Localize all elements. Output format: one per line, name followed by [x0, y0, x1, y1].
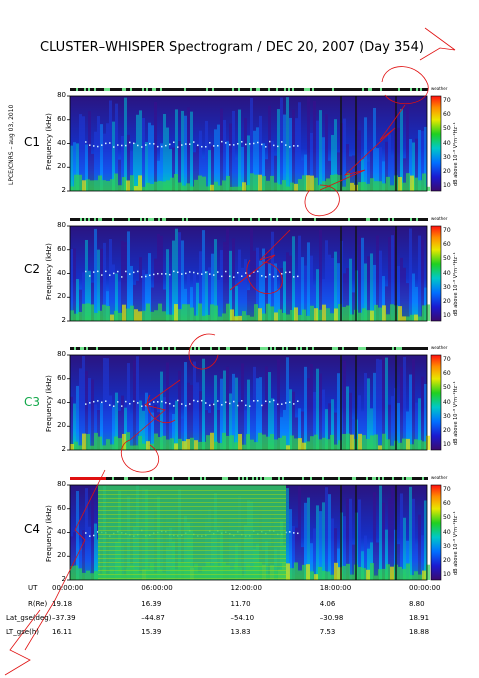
ut-value: 18:00:00	[319, 584, 352, 592]
colorbar-tick: 30	[443, 153, 451, 161]
c4-green-block	[98, 485, 286, 580]
panel-label-c1: C1	[24, 135, 41, 149]
colorbar-tick: 60	[443, 370, 451, 378]
colorbar-label: dB above 10⁻⁸ V²m⁻²Hz⁻¹	[453, 252, 459, 316]
lat-gse-label: Lat_gse(deg)	[6, 614, 52, 622]
colorbar-tick: 70	[443, 486, 451, 493]
chart-title: CLUSTER–WHISPER Spectrogram / DEC 20, 20…	[40, 40, 424, 55]
colorbar-tick: 10	[443, 312, 451, 319]
colorbar-label: dB above 10⁻⁸ V²m⁻²Hz⁻¹	[453, 122, 459, 186]
lt-gse-value: 16.11	[52, 628, 73, 636]
ytick-label: 80	[57, 480, 66, 488]
red-annotation-scribbles	[4, 27, 456, 676]
colorbar-tick: 30	[443, 283, 451, 291]
ytick-label: 40	[57, 268, 66, 277]
ytick-label: 20	[57, 162, 66, 171]
r-re-label: R(Re)	[28, 600, 48, 608]
lat-gse-value: 18.91	[409, 614, 430, 622]
ytick-label: 20	[57, 292, 66, 301]
colorbar	[430, 95, 442, 192]
spectrogram-panel-c3	[67, 347, 442, 451]
colorbar-label: dB above 10⁻⁸ V²m⁻²Hz⁻¹	[453, 381, 459, 445]
colorbar-tick: 20	[443, 167, 451, 175]
colorbar-tick: 40	[443, 528, 451, 536]
ut-value: 06:00:00	[141, 584, 173, 592]
r-re-value: 8.80	[409, 600, 425, 608]
ytick-label: 2	[61, 575, 66, 583]
colorbar-tick: 30	[443, 542, 451, 550]
ytick-label: 80	[57, 91, 66, 99]
ytick-label: 2	[61, 186, 66, 194]
ytick-label: 40	[57, 527, 66, 536]
colorbar-tick: 40	[443, 139, 451, 147]
ut-value: 12:00:00	[230, 584, 262, 592]
colorbar-tick: 40	[443, 398, 451, 406]
colorbar-label: dB above 10⁻⁸ V²m⁻²Hz⁻¹	[453, 511, 459, 575]
ut-value: 00:00:00	[409, 584, 441, 592]
weather-label: weather	[431, 86, 448, 91]
colorbar-tick: 60	[443, 241, 451, 249]
colorbar-tick: 70	[443, 227, 451, 234]
colorbar-tick: 60	[443, 111, 451, 119]
lt-gse-value: 13.83	[230, 628, 251, 636]
colorbar-tick: 40	[443, 269, 451, 277]
panel-label-c3: C3	[24, 395, 41, 409]
ytick-label: 2	[61, 445, 66, 453]
colorbar-tick: 70	[443, 356, 451, 363]
colorbar	[430, 354, 442, 451]
ut-label: UT	[28, 584, 38, 592]
lat-gse-value: –44.87	[141, 614, 165, 622]
colorbar-tick: 20	[443, 426, 451, 434]
ytick-label: 60	[57, 373, 66, 382]
r-re-value: 11.70	[230, 600, 251, 608]
lat-gse-value: –54.10	[230, 614, 255, 622]
ytick-label: 40	[57, 138, 66, 147]
lat-gse-value: –37.39	[52, 614, 76, 622]
lt-gse-value: 15.39	[141, 628, 162, 636]
colorbar-tick: 10	[443, 571, 451, 578]
panel-label-c2: C2	[24, 262, 41, 276]
ytick-label: 60	[57, 114, 66, 123]
lt-gse-value: 7.53	[319, 628, 336, 636]
lat-gse-value: –30.98	[319, 614, 344, 622]
ytick-label: 60	[57, 244, 66, 253]
panel-label-c4: C4	[24, 522, 41, 536]
ytick-label: 40	[57, 397, 66, 406]
colorbar-tick: 60	[443, 500, 451, 508]
weather-label: weather	[431, 475, 448, 480]
spectrogram-panel-c2	[67, 218, 442, 322]
colorbar-tick: 20	[443, 297, 451, 305]
ytick-label: 20	[57, 421, 66, 430]
colorbar-tick: 50	[443, 125, 451, 133]
weather-label: weather	[431, 216, 448, 221]
spectrogram-panel-c1	[67, 88, 442, 192]
colorbar	[430, 484, 442, 581]
lt-gse-label: LT_gse(h)	[6, 628, 40, 636]
ytick-label: 20	[57, 551, 66, 560]
ytick-label: 60	[57, 503, 66, 512]
ytick-label: 2	[61, 316, 66, 324]
ut-value: 00:00:00	[52, 584, 84, 592]
lt-gse-value: 18.88	[409, 628, 430, 636]
spectrogram-panel-c4	[67, 477, 442, 581]
colorbar-tick: 50	[443, 384, 451, 392]
colorbar	[430, 225, 442, 322]
colorbar-tick: 30	[443, 412, 451, 420]
colorbar-tick: 10	[443, 182, 451, 189]
weather-label: weather	[431, 345, 448, 350]
r-re-value: 19.18	[52, 600, 73, 608]
colorbar-tick: 10	[443, 441, 451, 448]
colorbar-tick: 70	[443, 97, 451, 104]
ytick-label: 80	[57, 350, 66, 358]
colorbar-tick: 20	[443, 556, 451, 564]
colorbar-tick: 50	[443, 255, 451, 263]
colorbar-tick: 50	[443, 514, 451, 522]
r-re-value: 4.06	[319, 600, 336, 608]
r-re-value: 16.39	[141, 600, 162, 608]
ytick-label: 80	[57, 221, 66, 229]
